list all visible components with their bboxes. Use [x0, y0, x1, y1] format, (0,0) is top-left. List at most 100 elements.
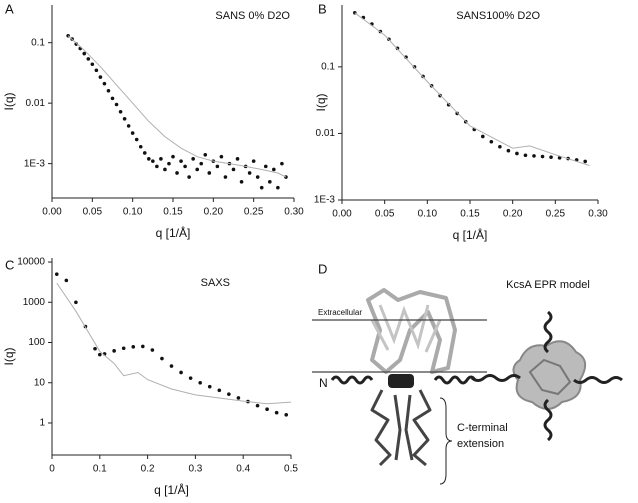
data-point [498, 144, 502, 149]
data-point [268, 180, 272, 184]
data-point [160, 356, 164, 361]
x-tick-label: 0.1 [93, 464, 107, 475]
data-point [557, 156, 562, 160]
x-tick-label: 0.05 [83, 207, 103, 218]
data-point [167, 161, 171, 166]
data-point [171, 154, 175, 159]
data-point [272, 167, 276, 172]
data-point [141, 344, 145, 349]
x-tick-label: 0.25 [244, 207, 264, 218]
data-point [74, 300, 78, 305]
y-axis-label: I(q) [314, 93, 328, 111]
x-tick-label: 0.20 [503, 209, 523, 220]
kcsa-model: D KcsA EPR model Extracellular N C-termi… [312, 261, 623, 485]
annotation: SANS100% D2O [456, 10, 540, 22]
data-point [175, 171, 179, 175]
data-point [199, 161, 204, 166]
data-point [126, 124, 131, 128]
y-tick-label: 0.1 [321, 62, 335, 73]
data-point [259, 185, 264, 190]
y-axis-label: I(q) [2, 347, 16, 365]
x-tick-label: 0.3 [188, 464, 202, 475]
annotation: SANS 0% D2O [215, 10, 290, 22]
data-point [207, 171, 212, 175]
data-point [481, 134, 485, 139]
x-tick-label: 0.4 [236, 464, 250, 475]
y-tick-label: 1E-3 [314, 195, 336, 206]
data-point [118, 109, 123, 114]
data-point [98, 352, 102, 357]
data-point [155, 164, 159, 169]
y-tick-label: 1000 [23, 297, 46, 308]
x-tick-label: 0.05 [375, 209, 395, 220]
data-point [236, 396, 241, 400]
data-point [195, 167, 199, 172]
fit-line [354, 12, 590, 166]
protein-helix [370, 304, 442, 353]
data-point [284, 175, 288, 179]
data-point [251, 159, 256, 163]
data-point [247, 171, 252, 175]
protein-top-view [471, 310, 623, 442]
data-point [219, 154, 224, 159]
annotation: SAXS [201, 277, 230, 289]
y-tick-label: 1 [39, 418, 45, 429]
data-point [102, 81, 107, 86]
data-point [150, 348, 155, 352]
x-tick-label: 0.10 [123, 207, 143, 218]
data-point [169, 364, 174, 368]
c-terminal-domain [370, 389, 432, 467]
data-point [188, 376, 193, 380]
data-point [523, 153, 528, 158]
data-point [134, 137, 139, 142]
data-point [106, 89, 111, 93]
data-point [110, 96, 115, 101]
annotation-line: extension [457, 438, 504, 450]
x-tick-label: 0.20 [204, 207, 224, 218]
data-point [64, 278, 69, 283]
x-tick-label: 0 [49, 464, 55, 475]
data-point [265, 407, 269, 412]
data-point [215, 164, 220, 169]
y-tick-label: 0.1 [31, 37, 45, 48]
data-point [235, 157, 240, 161]
data-point [130, 131, 135, 135]
data-point [549, 155, 553, 159]
x-tick-label: 0.15 [460, 209, 480, 220]
n-terminus-coil [330, 375, 477, 385]
x-tick-label: 0.30 [284, 207, 304, 218]
panel-letter: D [318, 261, 327, 276]
data-point [455, 111, 460, 116]
data-point [179, 159, 183, 163]
data-point [274, 410, 279, 415]
protein-top [366, 288, 457, 374]
data-point [217, 388, 222, 393]
brace [439, 397, 453, 485]
x-tick-label: 0.30 [588, 209, 608, 220]
y-tick-label: 0.01 [26, 98, 46, 109]
data-point [86, 57, 91, 61]
y-tick-label: 1E-3 [24, 158, 46, 169]
data-point [90, 62, 95, 67]
data-point [207, 384, 212, 389]
x-tick-label: 0.2 [141, 464, 155, 475]
data-point [227, 392, 231, 396]
panel-letter: C [5, 257, 14, 272]
terminus-label: N [319, 376, 328, 390]
data-point [203, 152, 208, 157]
data-point [255, 175, 260, 179]
y-tick-label: 100 [28, 337, 45, 348]
data-point [515, 151, 519, 156]
data-point [121, 346, 126, 351]
x-axis-label: q [1/Å] [453, 227, 488, 242]
data-point [122, 117, 127, 121]
data-point [82, 51, 87, 56]
data-point [159, 157, 163, 161]
y-tick-label: 0.01 [316, 128, 336, 139]
data-point [131, 345, 136, 349]
data-point [489, 139, 494, 144]
data-point [280, 161, 284, 166]
panel-letter: B [318, 1, 327, 16]
membrane-label: Extracellular [318, 308, 362, 317]
